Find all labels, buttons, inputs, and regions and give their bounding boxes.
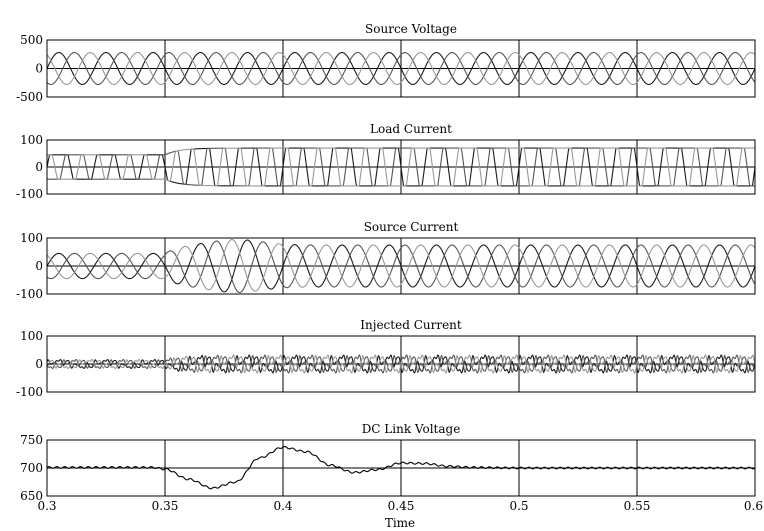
y-tick-label: 0	[35, 259, 43, 273]
panel-2: Load Current 100 0 -100	[16, 122, 756, 201]
y-tick-label: -100	[16, 187, 43, 201]
series-line-2	[47, 240, 755, 294]
y-tick-label: 650	[20, 489, 43, 503]
panel-title: Injected Current	[360, 318, 462, 332]
panel-title: Load Current	[370, 122, 452, 136]
series-group	[47, 147, 755, 187]
series-line-3	[47, 147, 755, 187]
y-tick-label: 0	[35, 62, 43, 76]
series-group	[47, 51, 755, 86]
series-group	[47, 354, 755, 374]
x-tick-label: 0.45	[388, 499, 415, 513]
y-tick-label: -500	[16, 90, 43, 104]
x-tick-label: 0.4	[273, 499, 292, 513]
panel-4: Injected Current 100 0 -100	[16, 318, 756, 399]
y-tick-label: -100	[16, 287, 43, 301]
series-line-2	[47, 51, 755, 86]
x-tick-label: 0.3	[37, 499, 56, 513]
series-line-1	[47, 147, 755, 187]
series-line-1	[47, 445, 755, 490]
y-tick-label: -100	[16, 385, 43, 399]
series-line-1	[47, 239, 755, 293]
x-tick-label: 0.55	[624, 499, 651, 513]
panels: Source Voltage 500 0 -500 Load Current 100 0 -1…	[16, 22, 763, 513]
panel-1: Source Voltage 500 0 -500	[16, 22, 756, 104]
panel-title: Source Current	[364, 220, 459, 234]
y-tick-label: 0	[35, 357, 43, 371]
y-tick-label: 700	[20, 461, 43, 475]
x-tick-label: 0.6	[744, 499, 763, 513]
y-tick-label: 100	[20, 231, 43, 245]
y-tick-label: 750	[20, 433, 43, 447]
panel-3: Source Current 100 0 -100	[16, 220, 756, 301]
x-tick-label: 0.35	[152, 499, 179, 513]
series-line-1	[47, 51, 755, 86]
x-tick-label: 0.5	[509, 499, 528, 513]
series-line-1	[47, 354, 755, 374]
y-tick-label: 100	[20, 133, 43, 147]
series-line-3	[47, 51, 755, 86]
y-tick-label: 500	[20, 33, 43, 47]
y-tick-label: 0	[35, 160, 43, 174]
panel-title: DC Link Voltage	[362, 422, 461, 436]
y-tick-label: 100	[20, 329, 43, 343]
series-line-2	[47, 147, 755, 187]
x-axis-label: Time	[385, 516, 415, 530]
series-group	[47, 238, 755, 294]
series-group	[47, 445, 755, 490]
series-line-3	[47, 354, 755, 374]
panel-title: Source Voltage	[365, 22, 457, 36]
series-line-3	[47, 238, 755, 292]
